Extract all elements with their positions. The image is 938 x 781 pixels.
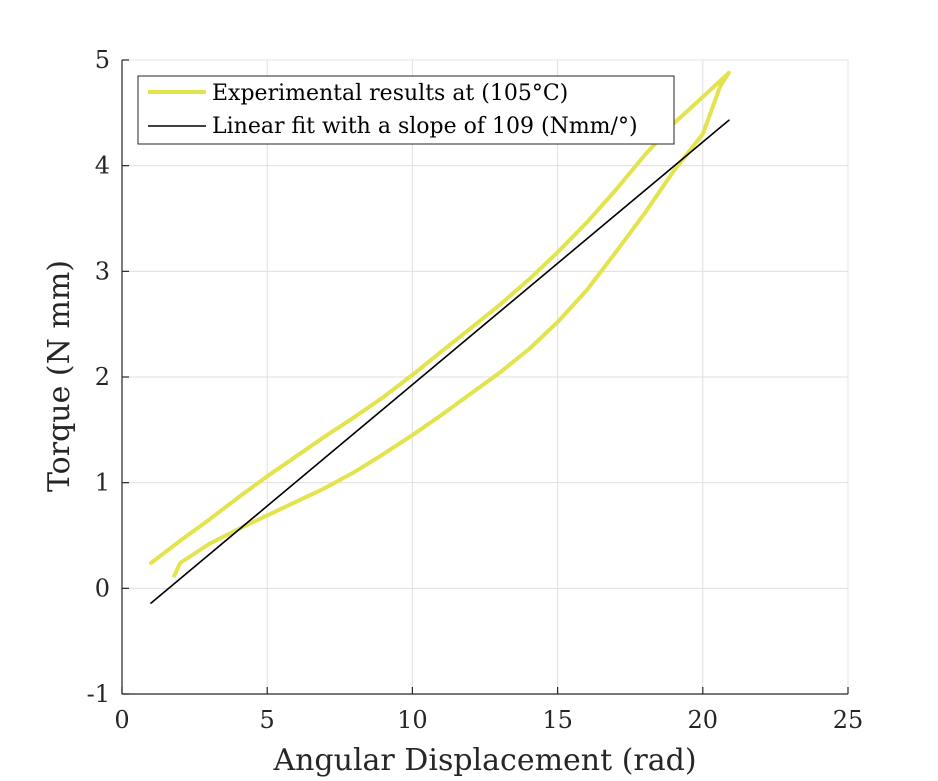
x-tick-label: 0	[114, 706, 129, 734]
x-tick-label: 10	[397, 706, 428, 734]
legend: Experimental results at (105°C) Linear f…	[137, 75, 675, 145]
y-tick-label: 0	[95, 574, 110, 602]
legend-label-linear-fit: Linear fit with a slope of 109 (Nmm/°)	[212, 114, 638, 139]
y-tick-label: 3	[95, 257, 110, 285]
y-tick-label: 1	[95, 469, 110, 497]
y-tick-label: 5	[95, 46, 110, 74]
x-tick-label: 5	[260, 706, 275, 734]
x-tick-label: 20	[688, 706, 719, 734]
y-tick-label: 4	[95, 152, 110, 180]
legend-box	[137, 75, 675, 145]
x-axis-label: Angular Displacement (rad)	[272, 743, 696, 778]
series-experimental-line	[149, 70, 731, 578]
series-linear-fit-line	[150, 119, 730, 604]
y-tick-label: 2	[95, 363, 110, 391]
x-tick-label: 15	[542, 706, 573, 734]
legend-label-experimental: Experimental results at (105°C)	[212, 81, 568, 106]
axes	[121, 59, 849, 695]
y-axis-label: Torque (N mm)	[42, 260, 77, 492]
x-tick-label: 25	[833, 706, 864, 734]
y-tick-label: -1	[87, 680, 110, 708]
plot-series	[149, 70, 731, 604]
